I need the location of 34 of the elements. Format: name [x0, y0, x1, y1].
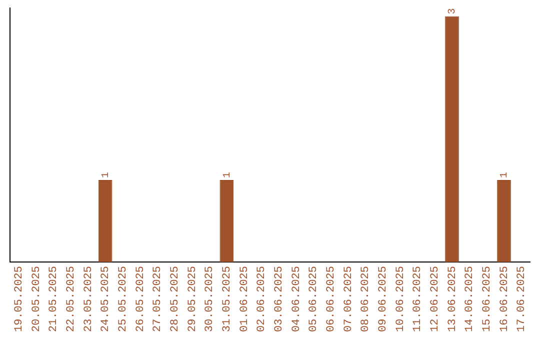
x-tick-label: 05.06.2025	[308, 266, 320, 332]
x-tick-label: 03.06.2025	[274, 266, 286, 332]
x-tick-label: 25.05.2025	[118, 266, 130, 332]
x-tick-label: 12.06.2025	[430, 266, 442, 332]
x-tick-label: 24.05.2025	[100, 266, 112, 332]
data-label: 1	[222, 172, 234, 178]
x-tick-label: 08.06.2025	[360, 266, 372, 332]
x-tick-label: 07.06.2025	[342, 266, 355, 332]
x-tick-label: 09.06.2025	[378, 266, 390, 332]
x-tick-label: 10.06.2025	[394, 266, 407, 332]
data-label: 1	[500, 172, 511, 178]
x-tick-label: 20.05.2025	[30, 266, 43, 332]
x-tick-label: 15.06.2025	[482, 266, 494, 332]
data-label: 1	[100, 172, 112, 178]
x-tick-label: 01.06.2025	[238, 266, 251, 332]
x-tick-label: 02.06.2025	[256, 266, 268, 332]
x-tick-label: 21.05.2025	[48, 266, 60, 332]
x-tick-label: 14.06.2025	[464, 266, 476, 332]
x-tick-label: 29.05.2025	[186, 266, 199, 332]
x-tick-label: 11.06.2025	[412, 266, 424, 332]
x-tick-label: 26.05.2025	[134, 266, 147, 332]
x-tick-label: 19.05.2025	[14, 266, 26, 332]
x-tick-label: 04.06.2025	[290, 266, 303, 332]
x-tick-label: 17.06.2025	[516, 266, 528, 332]
x-tick-label: 22.05.2025	[66, 266, 78, 332]
x-tick-label: 30.05.2025	[204, 266, 216, 332]
x-tick-label: 31.05.2025	[222, 266, 234, 332]
x-tick-label: 23.05.2025	[82, 266, 95, 332]
x-tick-label: 16.06.2025	[498, 266, 511, 332]
x-tick-label: 27.05.2025	[152, 266, 164, 332]
x-tick-label: 13.06.2025	[446, 266, 459, 332]
x-tick-label: 06.06.2025	[326, 266, 338, 332]
x-tick-label: 28.05.2025	[170, 266, 182, 332]
data-label: 3	[448, 8, 459, 14]
